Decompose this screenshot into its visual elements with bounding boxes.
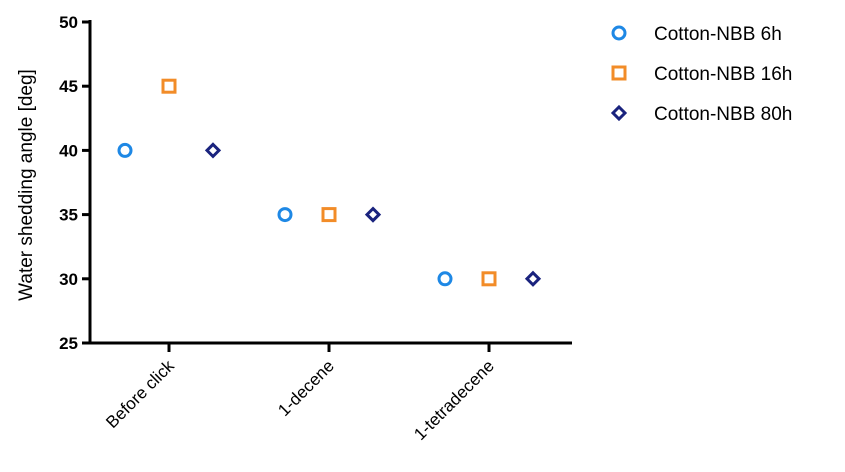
data-point: [323, 209, 335, 221]
y-tick-label: 30: [59, 270, 78, 289]
x-tick-label: Before click: [102, 356, 178, 432]
x-ticks: Before click 1-decene 1-tetradecene: [102, 343, 498, 444]
legend-label: Cotton-NBB 16h: [654, 64, 792, 85]
legend-marker: [613, 27, 625, 39]
data-points: [119, 80, 539, 285]
legend-label: Cotton-NBB 80h: [654, 104, 792, 125]
y-axis-title: Water shedding angle [deg]: [16, 69, 37, 301]
y-ticks: 25 30 35 40 45 50: [59, 13, 90, 353]
y-tick-label: 25: [59, 334, 78, 353]
data-point: [527, 273, 539, 285]
legend-marker: [613, 107, 625, 119]
data-point: [119, 144, 131, 156]
axes: [89, 20, 573, 345]
data-point: [483, 273, 495, 285]
y-tick-label: 50: [59, 13, 78, 32]
data-point: [207, 144, 219, 156]
data-point: [279, 209, 291, 221]
y-tick-label: 35: [59, 206, 78, 225]
legend-label: Cotton-NBB 6h: [654, 24, 782, 45]
legend-marker: [613, 67, 625, 79]
x-tick-label: 1-decene: [274, 356, 338, 420]
y-tick-label: 45: [59, 77, 78, 96]
data-point: [439, 273, 451, 285]
x-tick-label: 1-tetradecene: [410, 356, 498, 444]
legend: Cotton-NBB 6h Cotton-NBB 16h Cotton-NBB 80…: [613, 24, 792, 125]
y-tick-label: 40: [59, 141, 78, 160]
data-point: [367, 209, 379, 221]
data-point: [163, 80, 175, 92]
